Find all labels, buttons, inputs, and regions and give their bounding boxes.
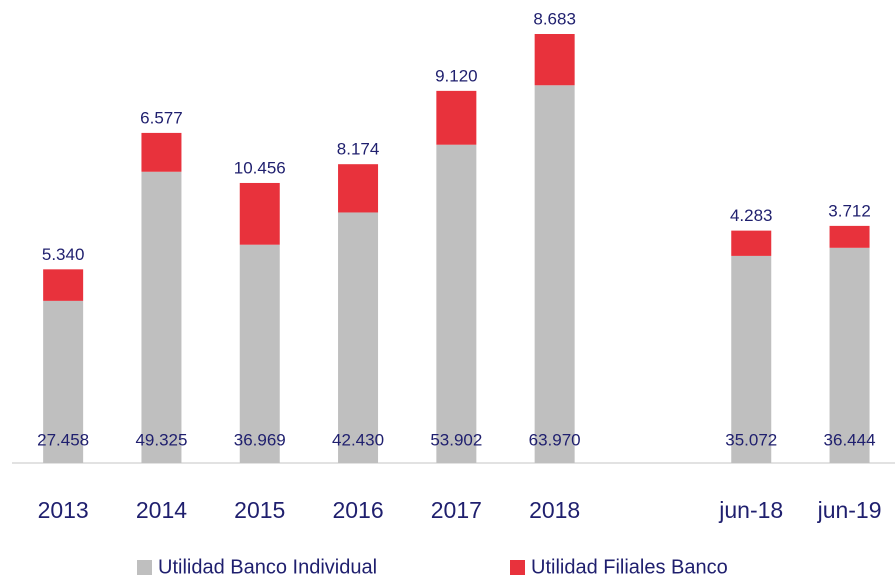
x-tick-label: 2017 bbox=[431, 497, 482, 523]
data-label: 36.969 bbox=[234, 430, 286, 449]
data-label: 63.970 bbox=[529, 430, 581, 449]
legend-label: Utilidad Filiales Banco bbox=[531, 556, 728, 578]
legend-swatch bbox=[510, 560, 525, 575]
legend-swatch bbox=[137, 560, 152, 575]
x-tick-label: jun-18 bbox=[718, 497, 783, 523]
data-label: 3.712 bbox=[828, 201, 871, 220]
bar-segment bbox=[534, 34, 575, 86]
bar-segment bbox=[338, 212, 379, 463]
data-label: 9.120 bbox=[435, 66, 478, 85]
bar-segment bbox=[436, 144, 477, 464]
bar-segment bbox=[239, 182, 280, 245]
bar-segment bbox=[534, 85, 575, 463]
x-tick-label: 2016 bbox=[332, 497, 383, 523]
data-label: 27.458 bbox=[37, 430, 89, 449]
bar-segment bbox=[141, 132, 182, 172]
bar-segment bbox=[239, 244, 280, 463]
data-label: 35.072 bbox=[725, 430, 777, 449]
data-label: 49.325 bbox=[135, 430, 187, 449]
x-tick-label: 2013 bbox=[38, 497, 89, 523]
bar-segment bbox=[43, 300, 84, 463]
data-label: 4.283 bbox=[730, 206, 773, 225]
data-label: 8.683 bbox=[533, 9, 576, 28]
data-label: 53.902 bbox=[430, 430, 482, 449]
data-label: 42.430 bbox=[332, 430, 384, 449]
x-tick-label: 2015 bbox=[234, 497, 285, 523]
bar-segment bbox=[436, 90, 477, 145]
x-tick-label: 2018 bbox=[529, 497, 580, 523]
bar-segment bbox=[829, 247, 870, 463]
bar-segment bbox=[338, 164, 379, 213]
data-label: 36.444 bbox=[824, 430, 876, 449]
bar-segment bbox=[141, 171, 182, 464]
bar-segment bbox=[731, 255, 772, 463]
bar-segment bbox=[829, 225, 870, 248]
data-label: 10.456 bbox=[234, 158, 286, 177]
bar-segment bbox=[731, 230, 772, 256]
data-label: 5.340 bbox=[42, 245, 85, 264]
x-tick-label: jun-19 bbox=[817, 497, 882, 523]
x-tick-label: 2014 bbox=[136, 497, 187, 523]
data-label: 8.174 bbox=[337, 140, 380, 159]
legend-label: Utilidad Banco Individual bbox=[158, 556, 377, 578]
data-label: 6.577 bbox=[140, 108, 183, 127]
bar-segment bbox=[43, 269, 84, 301]
